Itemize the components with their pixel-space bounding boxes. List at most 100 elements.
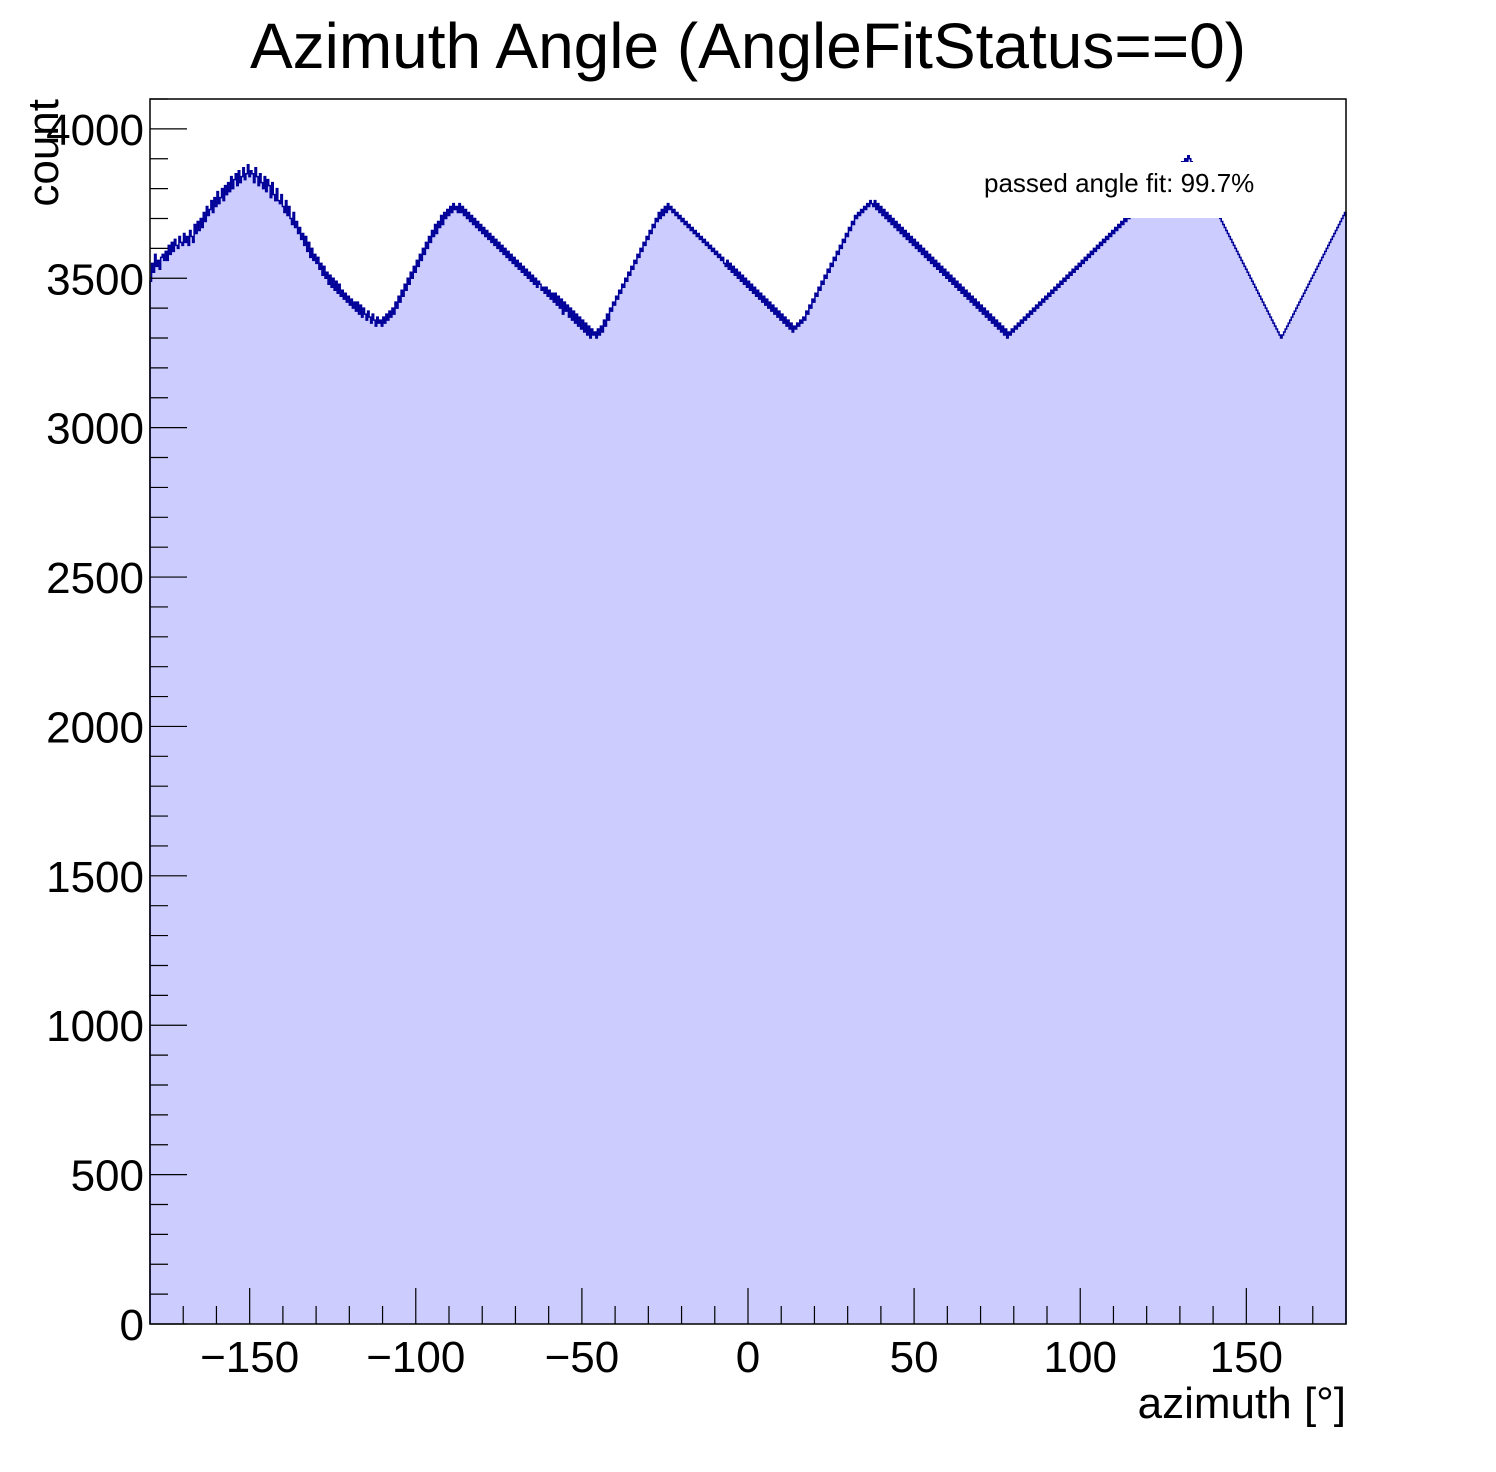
histogram-bar <box>1266 311 1269 1324</box>
histogram-bar <box>527 278 530 1324</box>
histogram-bar <box>289 218 292 1324</box>
histogram-bar <box>1210 200 1213 1325</box>
histogram-bar <box>643 242 645 1324</box>
histogram-bar <box>862 212 865 1324</box>
histogram-bar <box>618 290 621 1325</box>
histogram-bar <box>833 257 836 1325</box>
histogram-bar <box>688 224 691 1325</box>
histogram-bar <box>271 182 274 1324</box>
histogram-bar <box>624 278 627 1324</box>
pass-rate-annotation: passed angle fit: 99.7% <box>984 168 1254 198</box>
histogram-bar <box>1320 260 1323 1325</box>
histogram-bar <box>810 308 813 1324</box>
histogram-bar <box>1119 227 1122 1325</box>
histogram-bar <box>259 173 262 1325</box>
histogram-bar <box>1021 323 1024 1325</box>
histogram-bar <box>636 254 639 1325</box>
histogram-bar <box>674 215 677 1324</box>
histogram-bar <box>743 284 746 1324</box>
histogram-bar <box>519 263 522 1325</box>
histogram-bar <box>1076 269 1079 1324</box>
histogram-bar <box>819 290 822 1325</box>
histogram-bar <box>437 221 440 1324</box>
histogram-bar <box>617 299 620 1325</box>
histogram-bar <box>971 296 974 1325</box>
histogram-bar <box>895 221 898 1324</box>
histogram-bar <box>808 305 811 1324</box>
histogram-bar <box>1136 206 1138 1324</box>
histogram-bar <box>621 284 624 1324</box>
histogram-bar <box>184 242 187 1324</box>
histogram-bar <box>175 245 178 1324</box>
histogram-bar <box>1140 206 1143 1324</box>
histogram-bar <box>504 248 507 1324</box>
histogram-bar <box>1186 161 1189 1324</box>
histogram-bar <box>209 209 212 1324</box>
histogram-bar <box>428 236 431 1325</box>
histogram-bar <box>328 284 330 1324</box>
histogram-bar <box>542 287 545 1325</box>
histogram-bar <box>1312 275 1315 1324</box>
histogram-bar <box>881 215 884 1324</box>
histogram-bar <box>644 245 647 1324</box>
histogram-bar <box>778 311 781 1324</box>
histogram-bar <box>1230 239 1233 1324</box>
histogram-bar <box>658 212 661 1324</box>
histogram-bar <box>321 275 324 1324</box>
histogram-bar <box>544 293 547 1325</box>
histogram-bar <box>1046 299 1049 1325</box>
histogram-bar <box>992 317 995 1324</box>
histogram-bar <box>907 233 910 1325</box>
histogram-bar <box>469 221 472 1324</box>
histogram-bar <box>387 320 390 1325</box>
histogram-bar <box>277 200 280 1325</box>
histogram-bar <box>379 320 382 1325</box>
histogram-bar <box>341 290 344 1325</box>
histogram-bar <box>1262 302 1265 1324</box>
histogram-bar <box>697 233 700 1325</box>
histogram-bar <box>737 278 740 1324</box>
histogram-bar <box>326 272 329 1324</box>
histogram-bar <box>513 257 516 1325</box>
histogram-bar <box>877 203 880 1325</box>
histogram-bar <box>366 320 368 1325</box>
histogram-bar <box>358 314 361 1324</box>
histogram-bar <box>431 230 434 1325</box>
histogram-bar <box>1218 215 1221 1324</box>
histogram-bar <box>169 254 172 1325</box>
histogram-bar <box>1291 317 1294 1324</box>
histogram-bar <box>1289 320 1292 1325</box>
histogram-bar <box>713 248 715 1324</box>
histogram-bar <box>770 311 773 1324</box>
histogram-bar <box>422 248 425 1324</box>
histogram-bar <box>999 323 1001 1325</box>
histogram-bar <box>1187 155 1190 1324</box>
x-tick-label: 150 <box>1210 1333 1283 1382</box>
histogram-bar <box>1234 248 1237 1324</box>
histogram-bar <box>635 263 638 1325</box>
histogram-bar <box>772 305 775 1324</box>
histogram-bar <box>922 248 925 1324</box>
histogram-bar <box>714 254 717 1325</box>
histogram-bar <box>659 218 662 1324</box>
histogram-bar <box>592 335 595 1324</box>
histogram-bar <box>961 293 963 1325</box>
histogram-bar <box>857 212 860 1324</box>
histogram-bar <box>516 260 519 1325</box>
histogram-bar <box>349 305 352 1324</box>
histogram-bar <box>720 260 723 1325</box>
histogram-bar <box>553 302 556 1324</box>
histogram-bar <box>253 182 256 1324</box>
histogram-bar <box>180 242 183 1324</box>
histogram-bar <box>1167 179 1170 1324</box>
histogram-bar <box>930 263 933 1325</box>
histogram-bar <box>1116 230 1119 1325</box>
histogram-bar <box>1056 284 1059 1324</box>
histogram-bar <box>690 230 693 1325</box>
histogram-bar <box>962 287 965 1325</box>
histogram-bar <box>588 326 591 1324</box>
histogram-bar <box>904 230 907 1325</box>
histogram-bar <box>1212 203 1215 1325</box>
histogram-bar <box>685 221 688 1324</box>
